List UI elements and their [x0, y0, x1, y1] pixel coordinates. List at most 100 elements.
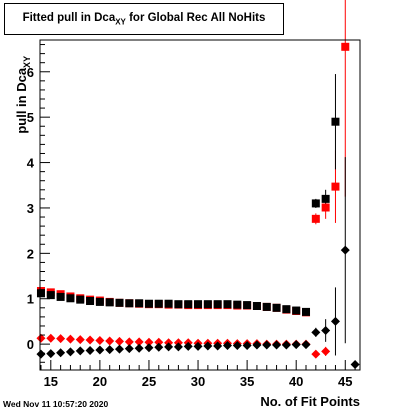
- data-point-diamond: [124, 337, 134, 347]
- y-tick-label: 5: [27, 110, 34, 125]
- data-point-diamond: [330, 316, 340, 326]
- data-point-diamond: [75, 335, 85, 345]
- data-point-square: [115, 298, 124, 307]
- timestamp: Wed Nov 11 10:57:20 2020: [3, 399, 109, 409]
- data-point-diamond: [144, 337, 154, 347]
- data-point-diamond: [115, 344, 125, 354]
- data-point-square: [184, 300, 193, 309]
- data-point-square: [76, 295, 85, 304]
- data-point-diamond: [272, 340, 282, 350]
- x-tick-label: 20: [93, 374, 107, 389]
- x-tick-label: 35: [240, 374, 254, 389]
- data-point-diamond: [222, 340, 232, 350]
- data-point-diamond: [203, 341, 213, 351]
- data-point-diamond: [85, 345, 95, 355]
- data-point-square: [331, 182, 340, 191]
- data-point-diamond: [85, 335, 95, 345]
- y-tick-label: 4: [27, 156, 35, 171]
- data-point-square: [86, 297, 95, 306]
- data-point-diamond: [105, 336, 115, 346]
- data-point-diamond: [281, 340, 291, 350]
- data-point-square: [341, 42, 350, 51]
- data-point-diamond: [252, 340, 262, 350]
- data-point-square: [56, 292, 65, 301]
- data-point-square: [135, 299, 144, 308]
- data-point-square: [331, 117, 340, 126]
- x-tick-label: 40: [289, 374, 303, 389]
- data-point-square: [233, 300, 242, 309]
- data-point-diamond: [262, 340, 272, 350]
- data-markers: [36, 42, 360, 370]
- data-point-square: [154, 299, 163, 308]
- data-point-square: [292, 306, 301, 315]
- x-tick-label: 45: [338, 374, 352, 389]
- data-point-diamond: [65, 347, 75, 357]
- data-point-square: [252, 301, 261, 310]
- y-tick-label: 0: [27, 337, 34, 352]
- error-bars: [315, 0, 346, 357]
- plot-frame: [39, 39, 361, 371]
- data-point-diamond: [291, 340, 301, 350]
- data-point-diamond: [36, 349, 46, 359]
- data-point-diamond: [115, 336, 125, 346]
- data-point-diamond: [311, 327, 321, 337]
- data-point-square: [46, 291, 55, 300]
- y-tick-label: 2: [27, 246, 34, 261]
- data-point-diamond: [95, 335, 105, 345]
- chart-title-box: Fitted pull in DcaXY for Global Rec All …: [4, 3, 284, 35]
- data-point-diamond: [56, 348, 66, 358]
- data-point-diamond: [134, 343, 144, 353]
- data-point-square: [203, 300, 212, 309]
- data-point-square: [194, 300, 203, 309]
- x-axis-label: No. of Fit Points: [260, 394, 360, 409]
- data-point-square: [321, 194, 330, 203]
- data-point-square: [321, 203, 330, 212]
- data-point-diamond: [321, 326, 331, 336]
- data-point-diamond: [340, 245, 350, 255]
- data-point-diamond: [321, 346, 331, 356]
- data-point-square: [311, 214, 320, 223]
- data-point-diamond: [46, 333, 56, 343]
- data-point-diamond: [105, 345, 115, 355]
- data-point-square: [66, 294, 75, 303]
- data-point-square: [282, 305, 291, 314]
- data-point-square: [125, 299, 134, 308]
- y-tick-label: 6: [27, 65, 34, 80]
- data-point-diamond: [46, 349, 56, 359]
- data-point-diamond: [124, 344, 134, 354]
- data-point-square: [302, 307, 311, 316]
- data-point-diamond: [36, 333, 46, 343]
- data-point-diamond: [193, 341, 203, 351]
- data-point-square: [223, 300, 232, 309]
- data-point-diamond: [95, 345, 105, 355]
- data-point-diamond: [154, 342, 164, 352]
- data-point-diamond: [183, 341, 193, 351]
- data-point-square: [213, 300, 222, 309]
- x-tick-label: 25: [142, 374, 156, 389]
- x-tick-label: 30: [191, 374, 205, 389]
- data-point-diamond: [232, 340, 242, 350]
- data-point-diamond: [154, 337, 164, 347]
- data-point-square: [262, 302, 271, 311]
- data-point-square: [272, 303, 281, 312]
- data-point-diamond: [301, 340, 311, 350]
- data-point-diamond: [173, 342, 183, 352]
- data-point-diamond: [65, 334, 75, 344]
- data-point-square: [95, 297, 104, 306]
- data-point-square: [144, 299, 153, 308]
- data-point-square: [174, 300, 183, 309]
- data-point-diamond: [311, 349, 321, 359]
- data-point-square: [36, 289, 45, 298]
- y-tick-label: 3: [27, 201, 34, 216]
- data-point-diamond: [213, 341, 223, 351]
- data-point-diamond: [56, 334, 66, 344]
- data-point-square: [243, 301, 252, 310]
- data-point-diamond: [75, 346, 85, 356]
- data-point-square: [164, 299, 173, 308]
- x-tick-label: 15: [44, 374, 58, 389]
- data-point-diamond: [164, 342, 174, 352]
- data-point-diamond: [242, 340, 252, 350]
- chart-title: Fitted pull in DcaXY for Global Rec All …: [22, 12, 266, 27]
